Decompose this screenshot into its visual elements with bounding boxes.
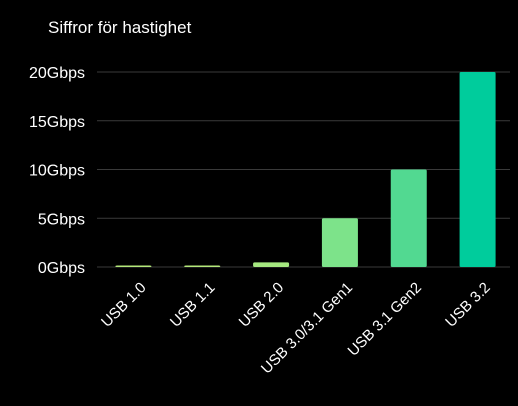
x-tick-label: USB 3.2 (442, 279, 494, 331)
gridlines (97, 71, 510, 268)
y-tick-label: 15Gbps (29, 114, 85, 131)
bar (459, 72, 496, 267)
y-axis-ticks: 0Gbps 5Gbps 10Gbps 15Gbps 20Gbps (29, 65, 85, 277)
chart-title: Siffror för hastighet (48, 18, 192, 37)
y-tick-label: 0Gbps (38, 260, 85, 277)
bars (115, 72, 496, 267)
y-tick-label: 20Gbps (29, 65, 85, 82)
bar (184, 265, 221, 267)
bar (253, 262, 290, 267)
bar (321, 218, 358, 267)
x-tick-label: USB 2.0 (236, 279, 288, 331)
y-tick-label: 5Gbps (38, 211, 85, 228)
x-tick-label: USB 1.0 (98, 279, 150, 331)
y-tick-label: 10Gbps (29, 163, 85, 180)
bar (390, 169, 427, 267)
x-tick-label: USB 1.1 (167, 279, 219, 331)
x-tick-label: USB 3.1 Gen2 (345, 279, 425, 359)
bar (115, 265, 152, 267)
